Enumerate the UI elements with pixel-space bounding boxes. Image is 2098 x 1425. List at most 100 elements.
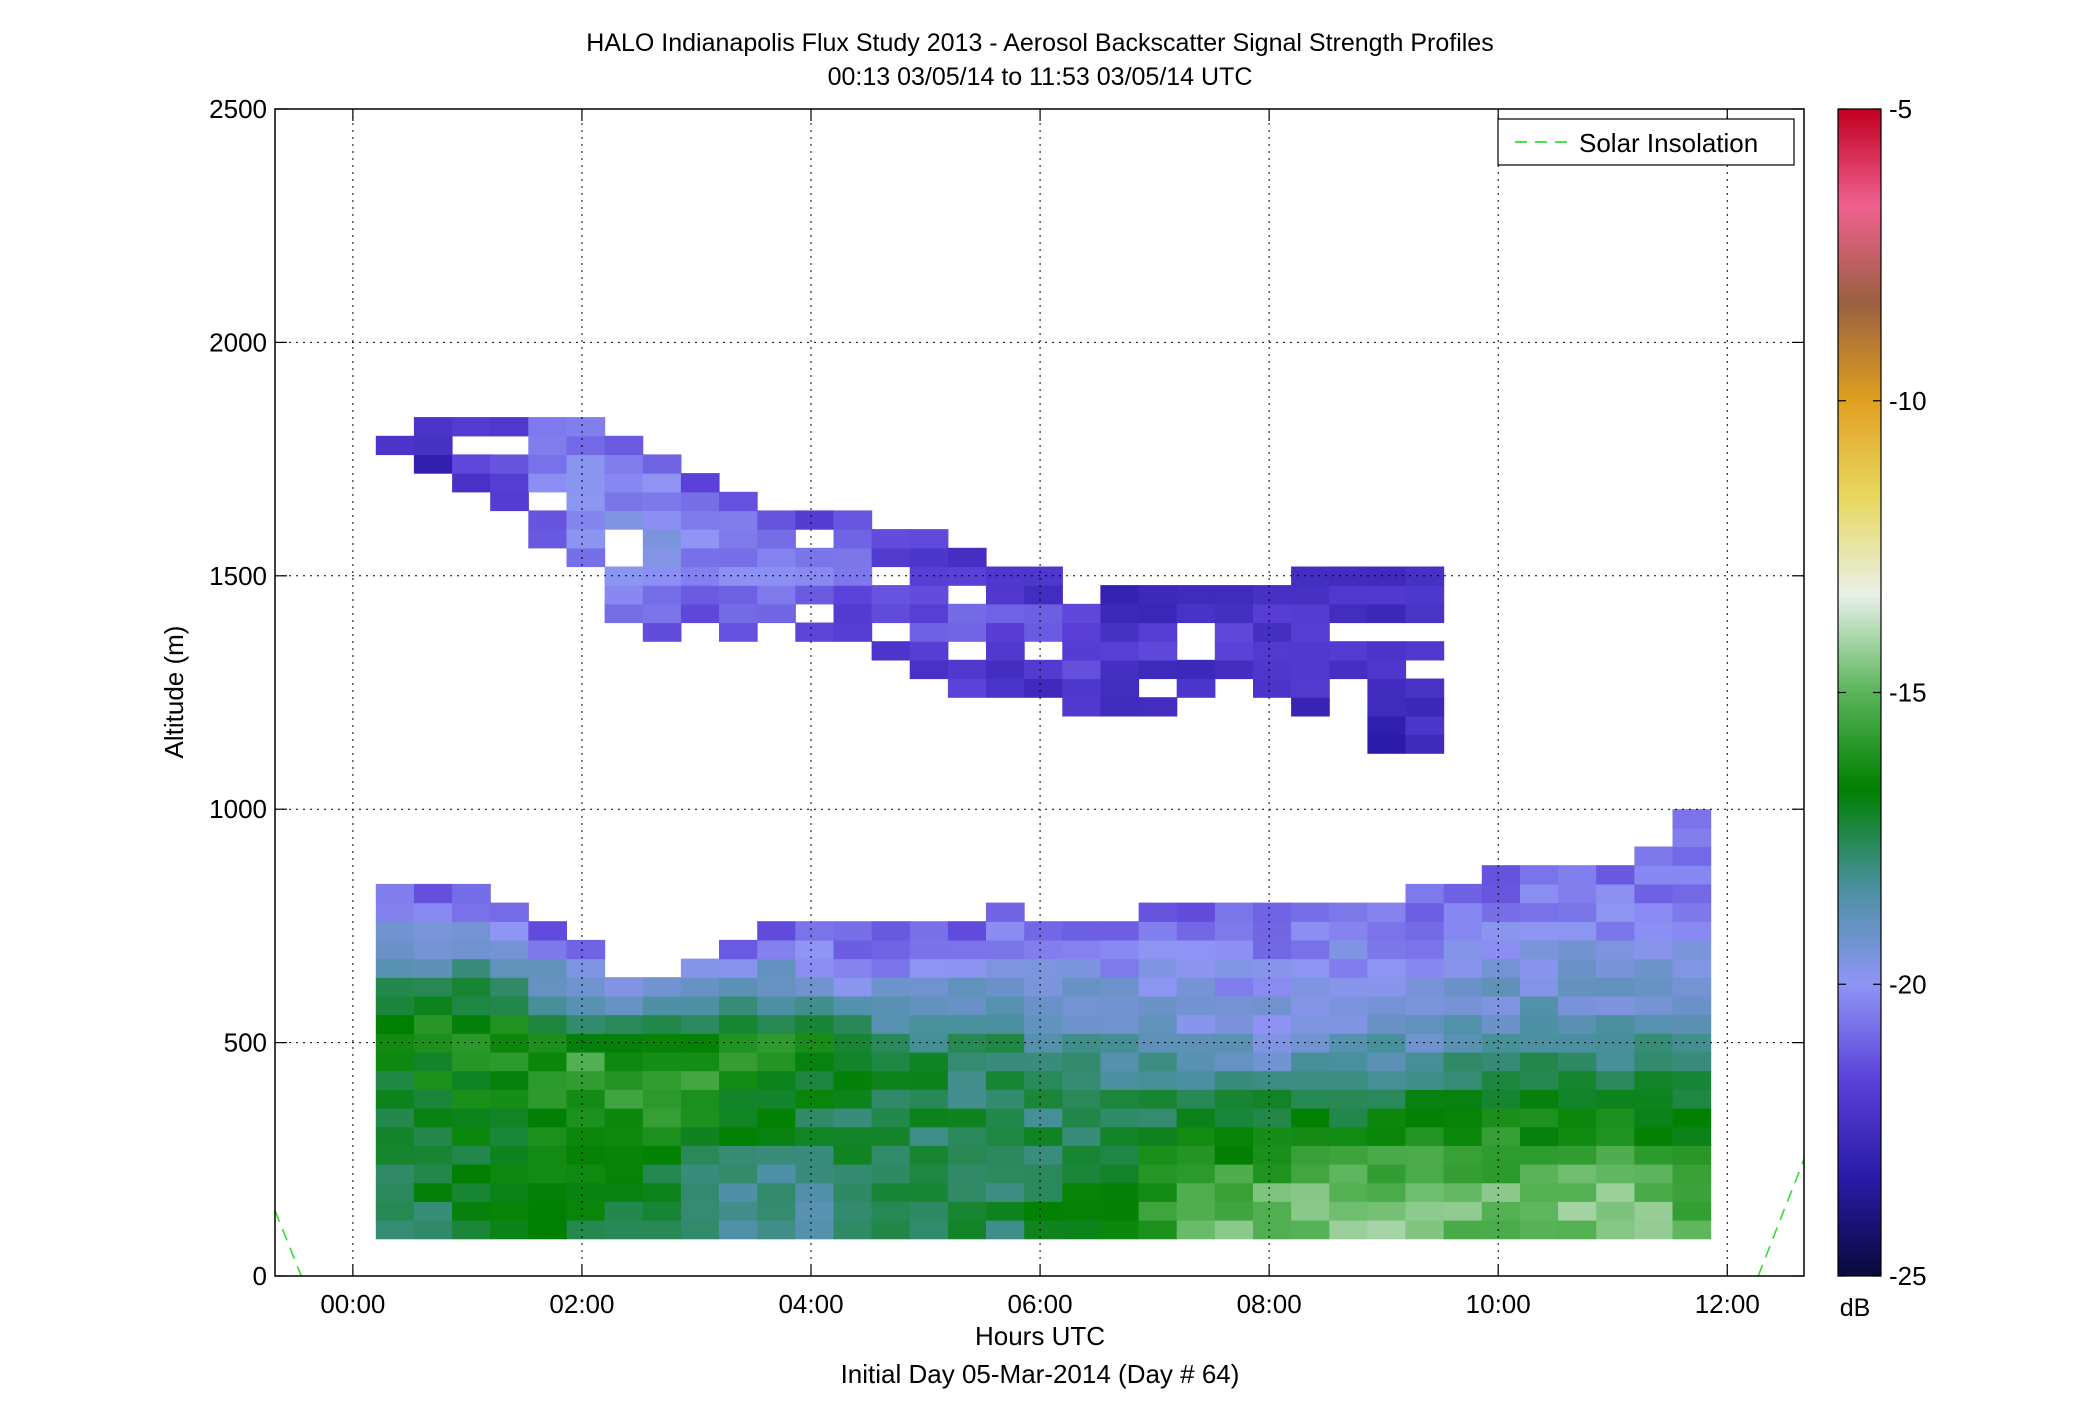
heatmap-cell [413, 902, 453, 922]
heatmap-cell [375, 939, 415, 960]
heatmap-cell [795, 585, 834, 605]
heatmap-cell [1558, 902, 1597, 922]
heatmap-cell [1253, 1033, 1292, 1053]
heatmap-cell [1253, 977, 1292, 997]
heatmap-cell [909, 529, 949, 549]
heatmap-cell [1100, 1108, 1140, 1128]
heatmap-cell [1214, 995, 1254, 1016]
heatmap-cell [566, 1051, 606, 1072]
heatmap-cell [1100, 1089, 1140, 1109]
heatmap-cell [413, 1182, 453, 1202]
heatmap-cell [719, 1014, 758, 1034]
heatmap-cell [1176, 995, 1216, 1016]
heatmap-cell [604, 1126, 644, 1146]
heatmap-cell [1176, 585, 1216, 605]
heatmap-cell [1634, 1070, 1674, 1090]
heatmap-cell [909, 1108, 949, 1128]
heatmap-cell [375, 883, 415, 904]
heatmap-cell [1214, 921, 1254, 941]
heatmap-cell [1596, 1051, 1635, 1072]
heatmap-cell [1520, 1108, 1559, 1128]
heatmap-cell [604, 1164, 644, 1184]
heatmap-cell [1253, 1126, 1292, 1146]
heatmap-cell [947, 1089, 987, 1109]
heatmap-cell [490, 417, 529, 437]
heatmap-cell [833, 622, 873, 642]
heatmap-cell [1253, 902, 1292, 922]
heatmap-cell [1214, 939, 1254, 960]
heatmap-cell [757, 547, 796, 568]
heatmap-cell [833, 1089, 873, 1109]
heatmap-cell [947, 1201, 987, 1221]
heatmap-cell [1329, 1201, 1368, 1221]
heatmap-cell [1214, 641, 1254, 661]
heatmap-cell [947, 995, 987, 1016]
heatmap-cell [1329, 1220, 1368, 1240]
heatmap-cell [1443, 1182, 1483, 1202]
heatmap-cell [833, 939, 873, 960]
heatmap-cell [986, 678, 1025, 698]
y-tick-label: 500 [224, 1028, 267, 1058]
heatmap-cell [1443, 1145, 1483, 1165]
heatmap-cell [528, 529, 567, 549]
heatmap-cell [604, 977, 644, 997]
heatmap-cell [642, 1108, 682, 1128]
heatmap-cell [413, 1201, 453, 1221]
heatmap-cell [642, 1014, 682, 1034]
heatmap-cell [490, 1014, 529, 1034]
heatmap-cell [413, 939, 453, 960]
heatmap-cell [642, 622, 682, 642]
heatmap-cell [1329, 995, 1368, 1016]
heatmap-cell [604, 585, 644, 605]
heatmap-cell [795, 1070, 834, 1090]
heatmap-cell [1634, 902, 1674, 922]
heatmap-cell [1443, 1089, 1483, 1109]
heatmap-cell [528, 435, 567, 456]
heatmap-cell [1138, 1145, 1178, 1165]
heatmap-cell [1329, 641, 1368, 661]
heatmap-cell [1672, 958, 1712, 978]
heatmap-cell [1100, 958, 1140, 978]
heatmap-cell [375, 1014, 415, 1034]
heatmap-cell [1367, 1051, 1407, 1072]
heatmap-cell [909, 958, 949, 978]
heatmap-cell [1024, 1051, 1063, 1072]
heatmap-cell [1672, 1108, 1712, 1128]
heatmap-cell [680, 585, 720, 605]
heatmap-cell [909, 659, 949, 680]
heatmap-cell [528, 921, 567, 941]
heatmap-cell [719, 603, 758, 624]
heatmap-cell [642, 977, 682, 997]
x-axis-secondary-label: Initial Day 05-Mar-2014 (Day # 64) [841, 1359, 1240, 1389]
heatmap-cell [833, 1014, 873, 1034]
heatmap-cell [909, 641, 949, 661]
heatmap-cell [1024, 921, 1063, 941]
heatmap-cell [947, 939, 987, 960]
heatmap-cell [1253, 1220, 1292, 1240]
heatmap-cell [1672, 939, 1712, 960]
heatmap-cell [1367, 715, 1407, 736]
heatmap-cell [1367, 641, 1407, 661]
heatmap-cell [1329, 939, 1368, 960]
heatmap-cell [1176, 1033, 1216, 1053]
heatmap-cell [1176, 659, 1216, 680]
heatmap-cell [1100, 1033, 1140, 1053]
heatmap-cell [719, 939, 758, 960]
heatmap-cell [490, 1220, 529, 1240]
heatmap-cell [1558, 883, 1597, 904]
heatmap-cell [1100, 585, 1140, 605]
heatmap-cell [490, 995, 529, 1016]
heatmap-cell [1443, 1126, 1483, 1146]
heatmap-cell [452, 1182, 491, 1202]
heatmap-cell [1062, 659, 1101, 680]
heatmap-cell [528, 939, 567, 960]
heatmap-cell [1100, 1145, 1140, 1165]
heatmap-cell [719, 510, 758, 530]
heatmap-cell [1253, 939, 1292, 960]
heatmap-cell [1481, 1182, 1521, 1202]
heatmap-cell [1596, 902, 1635, 922]
heatmap-cell [909, 1126, 949, 1146]
heatmap-cell [1253, 1201, 1292, 1221]
heatmap-cell [1558, 1201, 1597, 1221]
heatmap-cell [1481, 958, 1521, 978]
